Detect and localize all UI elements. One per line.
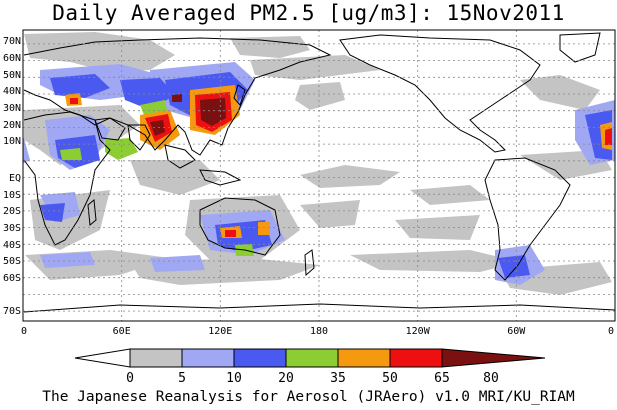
- colorbar-segment: [389, 348, 443, 368]
- colorbar-segment: [233, 348, 287, 368]
- colorbar-tick: 50: [382, 371, 398, 386]
- colorbar-segment: [129, 348, 183, 368]
- colorbar-tick: 10: [226, 371, 242, 386]
- lat-label: 10S: [3, 190, 21, 201]
- colorbar: [74, 348, 546, 368]
- colorbar-tick: 35: [330, 371, 346, 386]
- lon-label: 60W: [507, 326, 526, 337]
- colorbar-segment: [285, 348, 339, 368]
- lat-label: 40S: [3, 240, 21, 251]
- colorbar-segment: [181, 348, 235, 368]
- colorbar-segment: [337, 348, 391, 368]
- lat-label: 20S: [3, 206, 21, 217]
- lon-label: 120W: [406, 326, 431, 337]
- lat-label: 60S: [3, 273, 21, 284]
- lat-label: 50S: [3, 256, 21, 267]
- lat-label: 10N: [3, 136, 21, 147]
- colorbar-segment: [74, 348, 131, 368]
- lat-label: 60N: [3, 53, 21, 64]
- map-frame: [22, 29, 616, 322]
- colorbar-tick: 5: [178, 371, 186, 386]
- footer-credit: The Japanese Reanalysis for Aerosol (JRA…: [42, 389, 575, 405]
- lat-label: 70N: [3, 36, 21, 47]
- colorbar-tick: 65: [434, 371, 450, 386]
- colorbar-tick: 20: [278, 371, 294, 386]
- lon-label: 60E: [113, 326, 131, 337]
- pm25-concentration-field: [23, 32, 615, 295]
- colorbar-tick: 80: [483, 371, 499, 386]
- colorbar-ticks: 0 5 10 20 35 50 65 80: [126, 371, 499, 386]
- lat-label: 40N: [3, 86, 21, 97]
- map-title: Daily Averaged PM2.5 [ug/m3]: 15Nov2011: [52, 1, 565, 25]
- lon-label: 120E: [208, 326, 232, 337]
- colorbar-tick: 0: [126, 371, 134, 386]
- lat-label: 30S: [3, 223, 21, 234]
- lat-label: 70S: [3, 306, 21, 317]
- lat-label: 50N: [3, 70, 21, 81]
- lat-label: 30N: [3, 103, 21, 114]
- lon-label: 0: [608, 326, 614, 337]
- graticule: [23, 30, 615, 321]
- lat-label: EQ: [9, 173, 21, 184]
- colorbar-segment: [441, 348, 546, 368]
- lon-label: 180: [310, 326, 328, 337]
- latitude-axis: 70N 60N 50N 40N 30N 20N 10N EQ 10S 20S 3…: [3, 36, 21, 317]
- longitude-axis: 0 60E 120E 180 120W 60W 0: [21, 326, 614, 337]
- lon-label: 0: [21, 326, 27, 337]
- coastlines: [23, 32, 615, 313]
- lat-label: 20N: [3, 120, 21, 131]
